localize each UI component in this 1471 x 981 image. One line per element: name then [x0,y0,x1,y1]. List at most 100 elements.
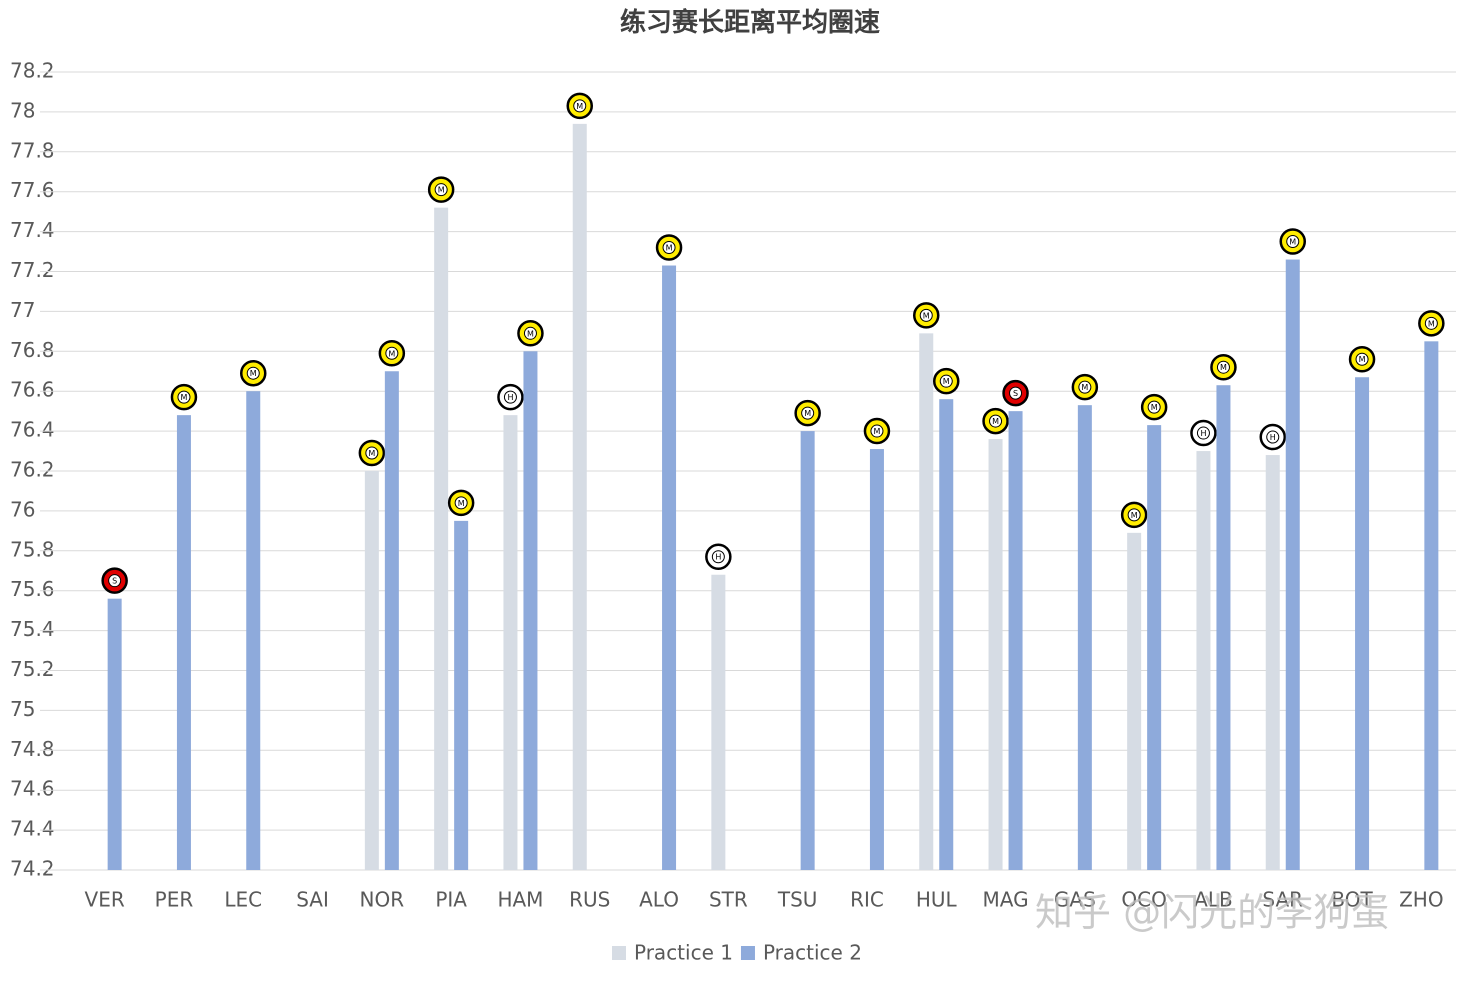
tyre-label: H [715,553,721,562]
tyre-label: M [1428,319,1435,328]
y-tick-label: 76.6 [10,378,55,402]
x-tick-label: BOT [1331,888,1373,912]
bar [503,415,518,870]
tyre-label: M [368,449,375,458]
bar [711,574,726,870]
tyre-marker-inner [1355,352,1369,366]
bar [384,371,399,870]
bar [364,471,379,870]
tyre-marker-inner [523,326,537,340]
bar [919,333,934,871]
bar [1355,377,1370,870]
tyre-marker-inner [1009,386,1023,400]
y-tick-label: 77.4 [10,218,55,242]
tyre-label: M [458,499,465,508]
tyre-marker-inner [503,390,517,404]
tyre-label: M [388,349,395,358]
tyre-label: M [666,244,673,253]
tyre-label: H [1200,429,1206,438]
tyre-marker-inner [1196,426,1210,440]
tyre-marker-inner [365,446,379,460]
x-tick-label: ALO [639,888,679,912]
bar [1077,405,1092,870]
y-tick-label: 78.2 [10,59,55,83]
tyre-label: M [1220,363,1227,372]
x-tick-label: GAS [1054,888,1096,912]
y-tick-label: 76.4 [10,418,55,442]
bar [1196,451,1211,870]
x-tick-label: NOR [360,888,405,912]
bar [800,431,815,870]
x-tick-label: TSU [777,888,818,912]
tyre-label: M [250,369,257,378]
tyre-label: M [992,417,999,426]
bar [523,351,538,870]
bar [572,123,587,871]
watermark: 知乎 @闪光的李狗蛋 [1035,891,1389,935]
bar [988,439,1003,870]
legend-swatch [612,946,626,960]
tyre-label: M [1289,238,1296,247]
y-tick-label: 76 [10,497,35,521]
y-tick-label: 77 [10,298,35,322]
x-tick-label: ALB [1194,888,1233,912]
x-tick-label: STR [709,888,748,912]
y-tick-label: 75.6 [10,577,55,601]
tyre-marker-inner [434,183,448,197]
x-tick-label: PER [155,888,194,912]
bar [939,399,954,870]
tyre-label: M [1131,511,1138,520]
tyre-marker-inner [1424,316,1438,330]
bar [869,449,884,870]
tyre-marker-inner [177,390,191,404]
tyre-label: M [527,329,534,338]
tyre-label: M [1081,383,1088,392]
tyre-label: M [576,102,583,111]
tyre-marker-inner [246,366,260,380]
bar [246,391,261,870]
tyre-marker-inner [870,424,884,438]
tyre-label: M [923,311,930,320]
bar [107,598,122,870]
tyre-marker-inner [1147,400,1161,414]
tyre-label: M [1359,355,1366,364]
tyre-label: H [507,393,513,402]
legend-label: Practice 1 [634,941,733,965]
tyre-marker-inner [454,496,468,510]
tyre-marker-inner [939,374,953,388]
bar [176,415,191,870]
bar [1147,425,1162,870]
tyre-marker-inner [573,99,587,113]
chart-title: 练习赛长距离平均圈速 [620,7,880,38]
y-tick-label: 75.8 [10,537,55,561]
tyre-marker-inner [1266,430,1280,444]
tyre-marker-inner [1216,360,1230,374]
y-tick-label: 78 [10,98,35,122]
y-tick-label: 75.4 [10,617,55,641]
tyre-marker-inner [662,241,676,255]
x-tick-label: HAM [497,888,543,912]
tyre-marker-inner [801,406,815,420]
tyre-label: M [804,409,811,418]
y-tick-label: 77.6 [10,178,55,202]
x-tick-label: RUS [569,888,610,912]
tyre-marker-inner [1286,235,1300,249]
y-tick-label: 77.8 [10,138,55,162]
x-tick-label: VER [85,888,125,912]
tyre-marker-inner [989,414,1003,428]
x-tick-label: RIC [850,888,884,912]
tyre-marker-inner [711,550,725,564]
y-tick-label: 75.2 [10,657,55,681]
bar [1008,411,1023,870]
x-tick-label: MAG [983,888,1029,912]
tyre-label: M [873,427,880,436]
x-tick-label: SAR [1262,888,1303,912]
legend-swatch [740,946,755,960]
y-tick-label: 75 [10,697,35,721]
y-tick-label: 76.8 [10,338,55,362]
tyre-marker-inner [385,346,399,360]
tyre-label: M [1151,403,1158,412]
tyre-label: M [180,393,187,402]
bar [454,520,469,870]
